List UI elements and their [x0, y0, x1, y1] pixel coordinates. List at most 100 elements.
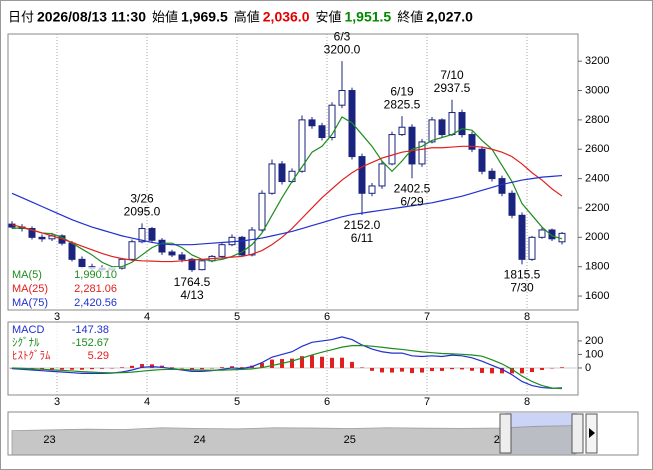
histogram-bar [110, 367, 114, 369]
month-label: 8 [524, 396, 530, 408]
histogram-bar [270, 359, 274, 368]
annotation-value: 2402.5 [394, 181, 431, 195]
candle-body [38, 236, 46, 240]
candle-body [548, 229, 556, 240]
histogram-bar [80, 367, 84, 370]
candle-body [518, 214, 526, 260]
histogram-bar [50, 367, 54, 370]
y-tick-label: 2200 [585, 202, 609, 214]
annotation-date: 3/26 [130, 192, 154, 206]
y-tick-label: 1800 [585, 261, 609, 273]
annotation-value: 1815.5 [504, 268, 541, 282]
month-label: 4 [144, 311, 150, 323]
candle-body [308, 119, 316, 127]
candle-body [368, 185, 376, 194]
month-label: 6 [324, 396, 330, 408]
month-label: 3 [54, 396, 60, 408]
histogram-bar [390, 367, 394, 373]
candle-body [338, 90, 346, 106]
month-label: 5 [234, 396, 240, 408]
candle-body [118, 258, 126, 269]
candle-body [168, 251, 176, 256]
candle-body [538, 229, 546, 238]
scroll-handle-left [499, 413, 512, 454]
candle-body [438, 119, 446, 136]
histogram-bar [410, 367, 414, 374]
histogram-bar [230, 366, 234, 368]
scroll-handle-right [571, 413, 584, 454]
header-value: 2,027.0 [426, 9, 473, 25]
legend-name: MACD [12, 324, 44, 336]
annotation-date: 6/11 [351, 231, 374, 245]
histogram-bar [560, 367, 564, 368]
candle-body [158, 239, 166, 253]
legend-value: 1,990.10 [74, 269, 117, 281]
candle-body [448, 112, 456, 136]
macd-line [11, 336, 563, 389]
histogram-bar [210, 367, 214, 369]
histogram-bar [540, 367, 544, 370]
candle-body [188, 258, 196, 271]
legend-value: 2,420.56 [74, 297, 117, 309]
annotation-date: 7/10 [440, 68, 464, 82]
legend-value: -152.67 [72, 337, 109, 349]
histogram-bar [100, 367, 104, 369]
annotation-value: 1764.5 [174, 275, 211, 289]
annotation-date: 4/13 [180, 288, 204, 302]
candle-body [28, 228, 36, 238]
header-value: 1,951.5 [345, 9, 392, 25]
histogram-bar [430, 367, 434, 372]
histogram-bar [90, 367, 94, 370]
candle-body [418, 141, 426, 165]
header-label: 高値 [234, 9, 260, 24]
month-label: 7 [424, 396, 430, 408]
candle-body [68, 242, 76, 260]
histogram-bar [450, 367, 454, 370]
histogram-bar [190, 367, 194, 370]
candle-body [248, 229, 256, 256]
histogram-bar [310, 355, 314, 368]
legend-name: MA(75) [12, 297, 48, 309]
month-label: 5 [234, 311, 240, 323]
header-value: 2,036.0 [263, 9, 310, 25]
histogram-bar [60, 367, 64, 370]
legend-name: ﾋｽﾄｸﾞﾗﾑ [12, 349, 51, 362]
annotation-date: 6/29 [400, 194, 424, 208]
candle-body [398, 126, 406, 136]
month-label: 3 [54, 311, 60, 323]
header-label: 安値 [315, 9, 341, 24]
legend-name: MA(5) [12, 269, 42, 281]
histogram-bar [200, 367, 204, 370]
histogram-bar [290, 358, 294, 368]
histogram-bar [550, 367, 554, 369]
annotation-date: 6/3 [334, 29, 351, 43]
y-tick-label: 3000 [585, 84, 609, 96]
histogram-bar [130, 365, 134, 368]
histogram-bar [380, 367, 384, 373]
histogram-bar [370, 367, 374, 371]
annotation-value: 2937.5 [434, 81, 471, 95]
histogram-bar [120, 367, 124, 368]
annotation-value: 2152.0 [344, 218, 381, 232]
y-tick-label: 200 [585, 335, 603, 347]
legend-name: MA(25) [12, 283, 48, 295]
histogram-bar [520, 367, 524, 374]
histogram-bar [350, 361, 354, 368]
scroll-arrow [589, 428, 595, 438]
candle-body [288, 170, 296, 183]
candle-body [138, 228, 146, 243]
candle-body [298, 119, 306, 172]
histogram-bar [530, 367, 534, 373]
y-tick-label: 2600 [585, 143, 609, 155]
histogram-bar [170, 367, 174, 368]
histogram-bar [240, 367, 244, 368]
header-label: 日付 [8, 9, 34, 24]
legend-box [9, 323, 111, 365]
candle-body [468, 134, 476, 150]
histogram-bar [320, 356, 324, 368]
legend-name: ｼｸﾞﾅﾙ [12, 336, 40, 349]
annotation-value: 2825.5 [384, 97, 421, 111]
candle-body [218, 244, 226, 257]
annotation-value: 2095.0 [124, 205, 161, 219]
